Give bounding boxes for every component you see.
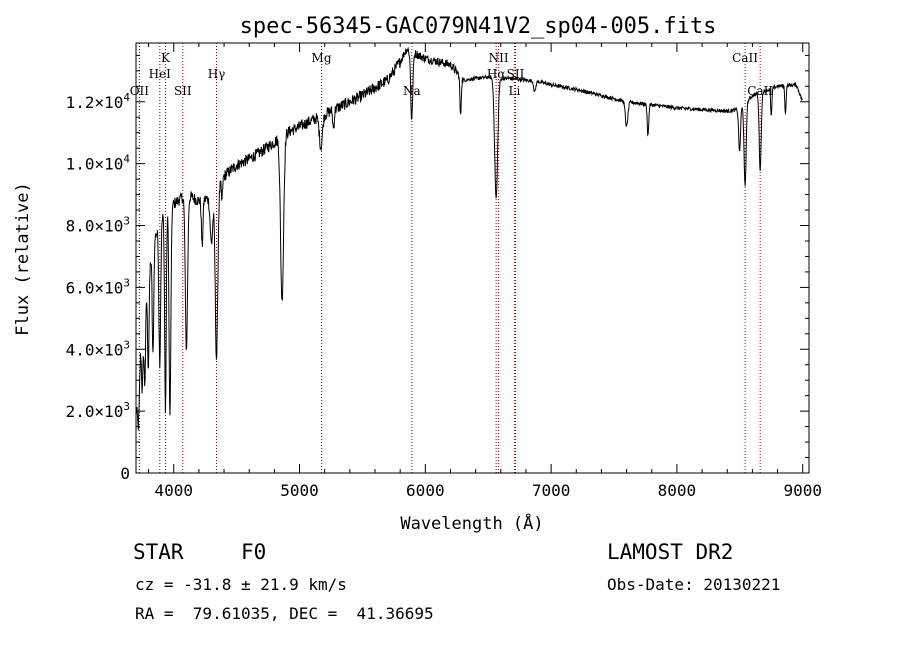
redshift-velocity: cz = -31.8 ± 21.9 km/s	[135, 575, 347, 594]
y-tick-label: 2.0×103	[66, 400, 130, 421]
x-tick-label: 5000	[280, 481, 319, 500]
observation-date: Obs-Date: 20130221	[607, 575, 781, 594]
line-marker-label-2: K	[161, 51, 171, 65]
y-axis-label: Flux (relative)	[13, 182, 33, 336]
spectrum-chart: spec-56345-GAC079N41V2_sp04-005.fits OII…	[13, 14, 822, 534]
y-tick-label: 8.0×103	[66, 215, 130, 236]
x-tick-label: 7000	[532, 481, 571, 500]
x-tick-label: 8000	[658, 481, 697, 500]
line-marker-label-11: CaII	[732, 51, 758, 65]
axes: 4000 5000 6000 7000 8000 9000 0 2.0×103 4.0×103 6…	[66, 42, 822, 500]
object-subclass: F0	[241, 540, 267, 564]
chart-title: spec-56345-GAC079N41V2_sp04-005.fits	[240, 14, 717, 39]
y-tick-label: 6.0×103	[66, 276, 130, 297]
line-marker-label-10: Li	[508, 84, 520, 98]
line-marker-label-6: Na	[403, 84, 421, 98]
line-marker-label-5: Mg	[312, 51, 332, 65]
line-marker-label-3: SII	[174, 84, 192, 98]
y-tick-label: 1.0×104	[66, 153, 131, 174]
spectrum-line	[135, 46, 803, 431]
x-tick-label: 9000	[783, 481, 822, 500]
line-marker-label-1: HeI	[149, 67, 172, 81]
x-axis-label: Wavelength (Å)	[400, 512, 543, 534]
line-marker-label-4: Hγ	[208, 67, 226, 81]
coordinates: RA = 79.61035, DEC = 41.36695	[135, 604, 434, 623]
object-class: STAR	[133, 540, 184, 564]
y-tick-label: 1.2×104	[66, 91, 131, 112]
survey-name: LAMOST DR2	[607, 540, 734, 564]
y-tick-label: 0	[120, 464, 130, 483]
y-tick-label: 4.0×103	[66, 338, 130, 359]
line-marker-label-7: NII	[489, 51, 509, 65]
line-marker-label-0: OII	[130, 84, 150, 98]
x-tick-label: 6000	[406, 481, 445, 500]
x-tick-label: 4000	[154, 481, 193, 500]
plot-frame	[135, 42, 810, 474]
